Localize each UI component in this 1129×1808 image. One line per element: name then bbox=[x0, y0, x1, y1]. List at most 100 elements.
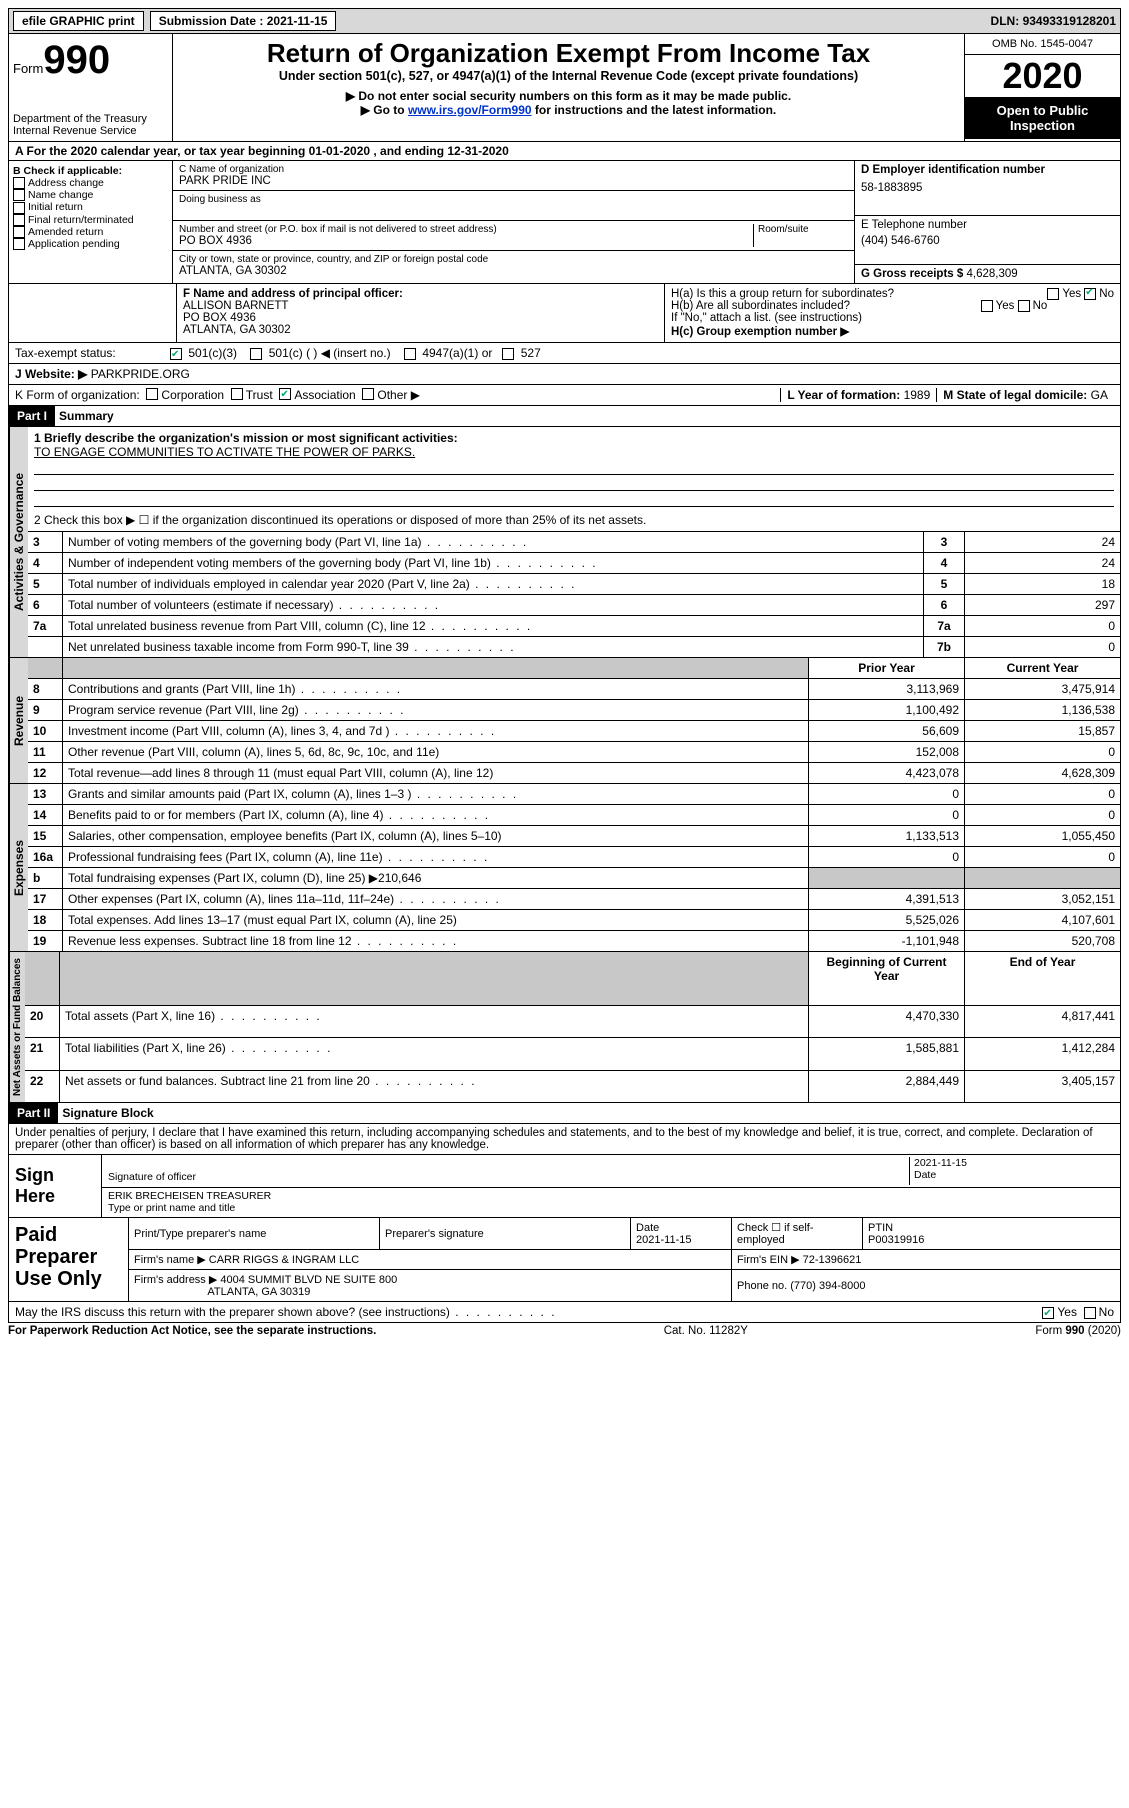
table-row: 14Benefits paid to or for members (Part … bbox=[28, 805, 1120, 826]
hb-yes-check[interactable] bbox=[981, 300, 993, 312]
row-text: Total unrelated business revenue from Pa… bbox=[63, 616, 924, 637]
check-trust[interactable] bbox=[231, 388, 243, 400]
check-initial-return[interactable] bbox=[13, 202, 25, 214]
check-501c[interactable] bbox=[250, 348, 262, 360]
row-num: 16a bbox=[33, 850, 53, 864]
check-4947[interactable] bbox=[404, 348, 416, 360]
e-phone-label: E Telephone number bbox=[861, 219, 1114, 231]
ha-no-check[interactable] bbox=[1084, 288, 1096, 300]
p-date-value: 2021-11-15 bbox=[636, 1234, 691, 1246]
table-row: Beginning of Current YearEnd of Year bbox=[25, 952, 1120, 1005]
irs-link[interactable]: www.irs.gov/Form990 bbox=[408, 103, 532, 117]
col-prior-year: Prior Year bbox=[858, 661, 914, 675]
row-num: 5 bbox=[33, 577, 40, 591]
h-a-label: H(a) Is this a group return for subordin… bbox=[671, 288, 894, 300]
city-value: ATLANTA, GA 30302 bbox=[179, 265, 848, 277]
preparer-table: Print/Type preparer's name Preparer's si… bbox=[129, 1218, 1120, 1301]
p-ptin-label: PTIN bbox=[868, 1222, 893, 1234]
opt-corp: Corporation bbox=[161, 388, 224, 402]
section-expenses: Expenses 13Grants and similar amounts pa… bbox=[8, 784, 1121, 952]
addr-label: Number and street (or P.O. box if mail i… bbox=[179, 224, 753, 235]
line-a: A For the 2020 calendar year, or tax yea… bbox=[8, 142, 1121, 161]
footer-left: For Paperwork Reduction Act Notice, see … bbox=[8, 1325, 376, 1337]
check-527[interactable] bbox=[502, 348, 514, 360]
row-ref: 6 bbox=[924, 595, 965, 616]
row-py: 4,470,330 bbox=[809, 1005, 965, 1037]
opt-name-change: Name change bbox=[28, 189, 93, 201]
row-val: 0 bbox=[965, 637, 1121, 658]
check-corp[interactable] bbox=[146, 388, 158, 400]
opt-4947: 4947(a)(1) or bbox=[422, 346, 492, 360]
table-row: 9Program service revenue (Part VIII, lin… bbox=[28, 700, 1120, 721]
row-py: 5,525,026 bbox=[809, 910, 965, 931]
opt-other: Other ▶ bbox=[377, 388, 420, 402]
table-row: 4Number of independent voting members of… bbox=[28, 553, 1120, 574]
table-governance: 3Number of voting members of the governi… bbox=[28, 532, 1120, 657]
row-py: 1,585,881 bbox=[809, 1038, 965, 1070]
row-cy: 1,055,450 bbox=[965, 826, 1121, 847]
m-label: M State of legal domicile: bbox=[943, 388, 1087, 402]
mission-blank-1 bbox=[34, 459, 1114, 475]
row-text: Revenue less expenses. Subtract line 18 … bbox=[63, 931, 809, 952]
row-text: Professional fundraising fees (Part IX, … bbox=[63, 847, 809, 868]
check-address-change[interactable] bbox=[13, 177, 25, 189]
check-name-change[interactable] bbox=[13, 189, 25, 201]
f-addr2: ATLANTA, GA 30302 bbox=[183, 324, 658, 336]
row-num: 12 bbox=[33, 766, 46, 780]
tax-year: 2020 bbox=[965, 55, 1120, 97]
part-ii-title: Signature Block bbox=[62, 1106, 153, 1120]
col-b: B Check if applicable: Address change Na… bbox=[9, 161, 173, 283]
block-b-d: B Check if applicable: Address change Na… bbox=[8, 161, 1121, 284]
row-val: 0 bbox=[965, 616, 1121, 637]
row-cy: 3,405,157 bbox=[965, 1070, 1121, 1102]
row-ref: 5 bbox=[924, 574, 965, 595]
form-title: Return of Organization Exempt From Incom… bbox=[181, 38, 956, 69]
opt-amended: Amended return bbox=[28, 226, 103, 238]
table-row: 10Investment income (Part VIII, column (… bbox=[28, 721, 1120, 742]
row-py: 4,391,513 bbox=[809, 889, 965, 910]
part-ii-badge: Part II bbox=[9, 1103, 58, 1123]
firm-ein-value: 72-1396621 bbox=[803, 1254, 862, 1266]
check-501c3[interactable] bbox=[170, 348, 182, 360]
submission-date-field: Submission Date : 2021-11-15 bbox=[150, 11, 337, 31]
line-k: K Form of organization: Corporation Trus… bbox=[8, 385, 1121, 406]
row-text: Contributions and grants (Part VIII, lin… bbox=[63, 679, 809, 700]
row-cy: 0 bbox=[965, 742, 1121, 763]
row-num: 17 bbox=[33, 892, 46, 906]
hb-no-check[interactable] bbox=[1018, 300, 1030, 312]
row-text: Other expenses (Part IX, column (A), lin… bbox=[63, 889, 809, 910]
topbar: efile GRAPHIC print Submission Date : 20… bbox=[8, 8, 1121, 34]
table-row: 17 Other expenses (Part IX, column (A), l… bbox=[28, 889, 1120, 910]
row-num: 3 bbox=[33, 535, 40, 549]
submission-date-value: 2021-11-15 bbox=[267, 14, 328, 28]
row-val: 297 bbox=[965, 595, 1121, 616]
row-py: 2,884,449 bbox=[809, 1070, 965, 1102]
row-text: Total liabilities (Part X, line 26) bbox=[60, 1038, 809, 1070]
row-text: Grants and similar amounts paid (Part IX… bbox=[63, 784, 809, 805]
check-amended[interactable] bbox=[13, 226, 25, 238]
row-cy: 0 bbox=[965, 805, 1121, 826]
l-value: 1989 bbox=[904, 388, 931, 402]
row-cy: 0 bbox=[965, 784, 1121, 805]
check-app-pending[interactable] bbox=[13, 238, 25, 250]
row-num: 22 bbox=[30, 1074, 43, 1088]
check-other[interactable] bbox=[362, 388, 374, 400]
row-num: 8 bbox=[33, 682, 40, 696]
hb-no: No bbox=[1033, 300, 1048, 312]
row-py: 1,100,492 bbox=[809, 700, 965, 721]
discuss-yes-check[interactable] bbox=[1042, 1307, 1054, 1319]
discuss-no-check[interactable] bbox=[1084, 1307, 1096, 1319]
efile-print-button[interactable]: efile GRAPHIC print bbox=[13, 11, 144, 31]
check-assoc[interactable] bbox=[279, 388, 291, 400]
check-final-return[interactable] bbox=[13, 214, 25, 226]
table-row: 15Salaries, other compensation, employee… bbox=[28, 826, 1120, 847]
opt-501c: 501(c) ( ) ◀ (insert no.) bbox=[269, 346, 391, 360]
ha-yes-check[interactable] bbox=[1047, 288, 1059, 300]
firm-addr1: 4004 SUMMIT BLVD NE SUITE 800 bbox=[220, 1274, 397, 1286]
section-revenue: Revenue Prior YearCurrent Year 8Contribu… bbox=[8, 658, 1121, 784]
part-i-header-row: Part I Summary bbox=[8, 406, 1121, 427]
m-value: GA bbox=[1091, 388, 1108, 402]
p-name-label: Print/Type preparer's name bbox=[129, 1218, 380, 1250]
col-current-year: Current Year bbox=[1007, 661, 1079, 675]
d-ein-value: 58-1883895 bbox=[861, 182, 1114, 194]
